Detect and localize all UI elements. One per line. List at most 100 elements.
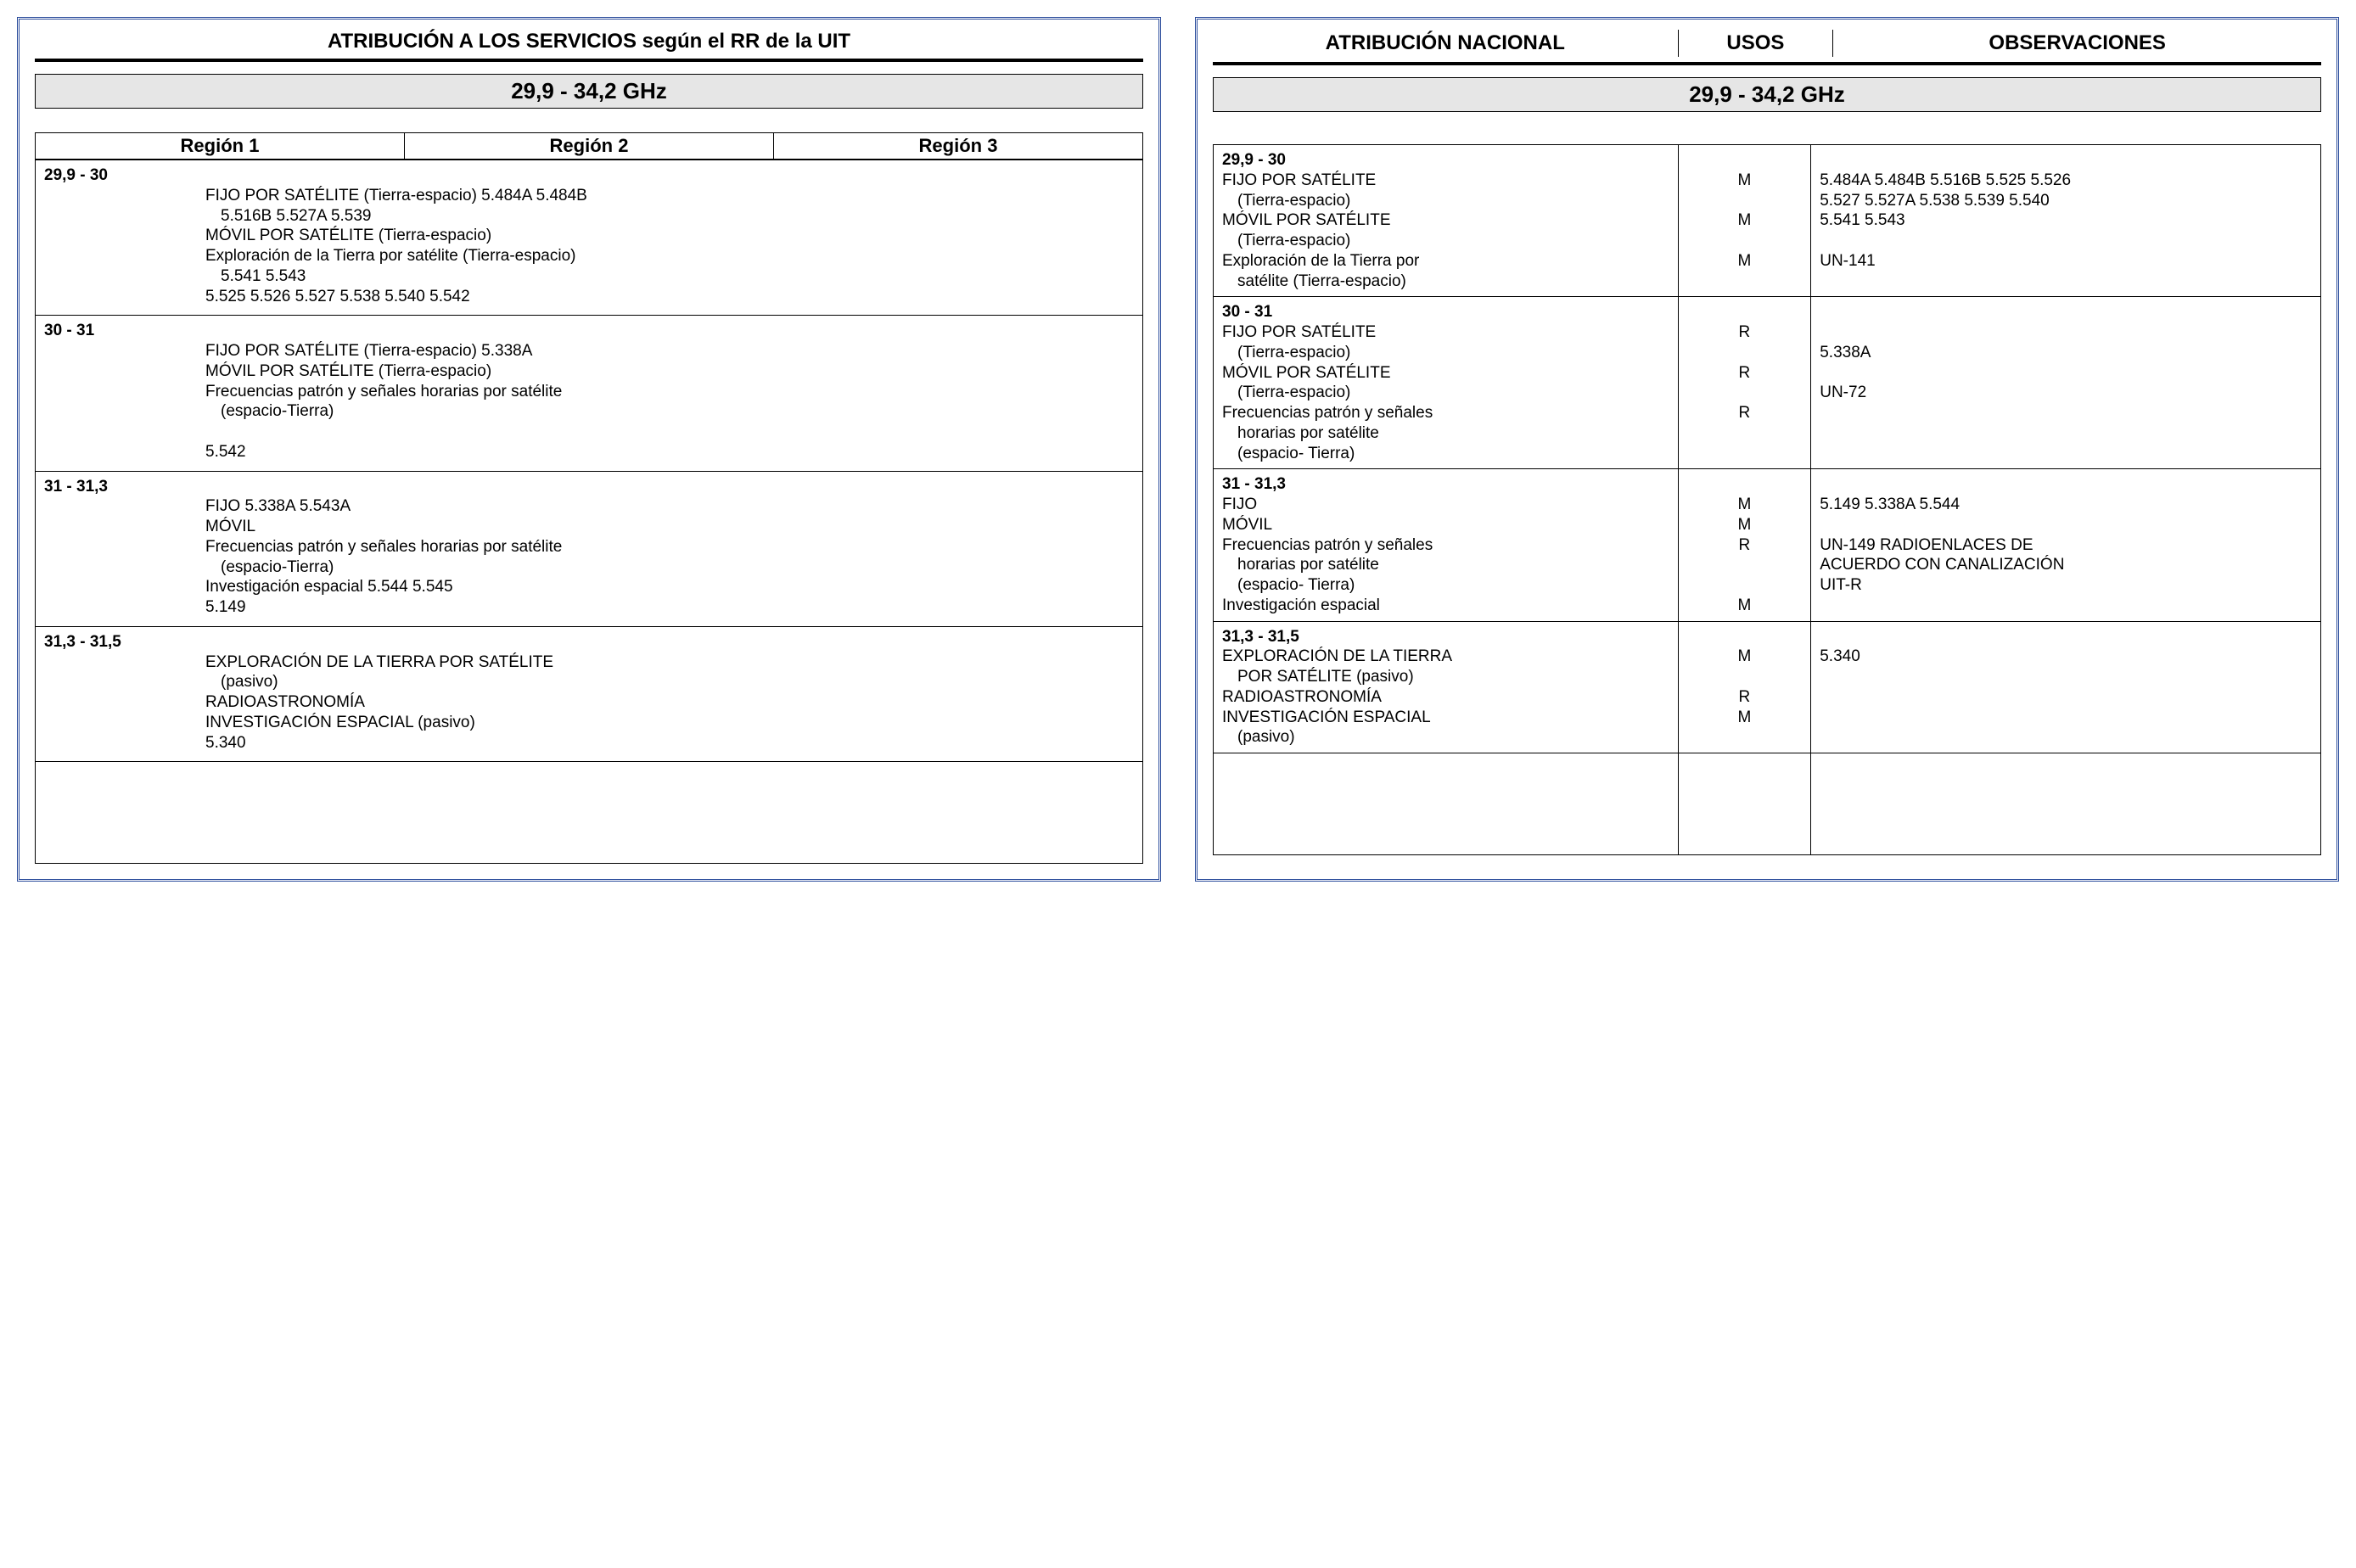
national-allocation-row: 31 - 31,3FIJOMÓVILFrecuencias patrón y s… <box>1213 469 2321 621</box>
national-obs-cell: 5.338A UN-72 <box>1811 297 2321 469</box>
region-col-2: Región 2 <box>405 133 774 160</box>
national-allocation-row: 30 - 31FIJO POR SATÉLITE(Tierra-espacio)… <box>1213 297 2321 469</box>
service-line: (espacio-Tierra) <box>205 557 1134 578</box>
obs-line: UIT-R <box>1820 575 2312 596</box>
national-panel: ATRIBUCIÓN NACIONAL USOS OBSERVACIONES 2… <box>1195 17 2339 882</box>
national-obs-cell: 5.340 <box>1811 622 2321 754</box>
service-line: 5.516B 5.527A 5.539 <box>205 206 1134 227</box>
obs-line <box>1820 515 2312 535</box>
uso-value: M <box>1687 251 1803 272</box>
uso-value: M <box>1687 596 1803 616</box>
freq-range: 30 - 31 <box>1222 302 1669 322</box>
service-line: Frecuencias patrón y señales horarias po… <box>205 382 1134 402</box>
service-line: MÓVIL POR SATÉLITE (Tierra-espacio) <box>205 226 1134 246</box>
obs-line: 5.340 <box>1820 647 2312 667</box>
national-band-title: 29,9 - 34,2 GHz <box>1213 77 2321 112</box>
region-col-3: Región 3 <box>774 133 1143 160</box>
service-line: FIJO <box>1222 495 1669 515</box>
itu-empty-row <box>36 762 1143 864</box>
national-obs-cell: 5.484A 5.484B 5.516B 5.525 5.5265.527 5.… <box>1811 144 2321 297</box>
national-header-col2: USOS <box>1679 30 1834 57</box>
national-services-cell: 30 - 31FIJO POR SATÉLITE(Tierra-espacio)… <box>1213 297 1679 469</box>
service-line: FIJO POR SATÉLITE(Tierra-espacio) <box>1222 171 1669 211</box>
obs-line: 5.338A <box>1820 343 2312 363</box>
obs-line: 5.527 5.527A 5.538 5.539 5.540 <box>1820 191 2312 211</box>
itu-band-title: 29,9 - 34,2 GHz <box>35 74 1143 109</box>
national-allocation-row: 31,3 - 31,5EXPLORACIÓN DE LA TIERRAPOR S… <box>1213 622 2321 754</box>
service-line: 5.340 <box>205 733 1134 753</box>
service-line: Exploración de la Tierra porsatélite (Ti… <box>1222 251 1669 292</box>
page: ATRIBUCIÓN A LOS SERVICIOS según el RR d… <box>17 17 2339 882</box>
uso-value: M <box>1687 495 1803 515</box>
service-line: MÓVIL POR SATÉLITE(Tierra-espacio) <box>1222 210 1669 251</box>
national-usos-cell: MMR M <box>1679 469 1812 621</box>
service-line: INVESTIGACIÓN ESPACIAL (pasivo) <box>205 713 1134 733</box>
obs-line <box>1820 363 2312 384</box>
uso-value: R <box>1687 363 1803 384</box>
obs-line: UN-72 <box>1820 383 2312 403</box>
itu-allocation-row: 31,3 - 31,5EXPLORACIÓN DE LA TIERRA POR … <box>36 626 1143 762</box>
service-block: FIJO POR SATÉLITE (Tierra-espacio) 5.484… <box>205 186 1134 307</box>
obs-line: UN-149 RADIOENLACES DE <box>1820 535 2312 556</box>
service-line: FIJO 5.338A 5.543A <box>205 496 1134 517</box>
itu-panel: ATRIBUCIÓN A LOS SERVICIOS según el RR d… <box>17 17 1161 882</box>
service-line: Investigación espacial 5.544 5.545 <box>205 577 1134 597</box>
obs-line: 5.484A 5.484B 5.516B 5.525 5.526 <box>1820 171 2312 191</box>
service-line: Frecuencias patrón y señaleshorarias por… <box>1222 403 1669 463</box>
service-line: FIJO POR SATÉLITE(Tierra-espacio) <box>1222 322 1669 363</box>
itu-allocation-row: 30 - 31FIJO POR SATÉLITE (Tierra-espacio… <box>36 316 1143 471</box>
uso-value: M <box>1687 647 1803 667</box>
itu-header-row: ATRIBUCIÓN A LOS SERVICIOS según el RR d… <box>35 30 1143 62</box>
service-line: MÓVIL POR SATÉLITE (Tierra-espacio) <box>205 361 1134 382</box>
service-line <box>205 422 1134 442</box>
freq-range: 31 - 31,3 <box>44 477 1134 497</box>
service-line: MÓVIL <box>205 517 1134 537</box>
uso-value: R <box>1687 535 1803 556</box>
freq-range: 31,3 - 31,5 <box>44 632 1134 652</box>
obs-line: ACUERDO CON CANALIZACIÓN <box>1820 555 2312 575</box>
freq-range: 31 - 31,3 <box>1222 474 1669 495</box>
service-line: 5.525 5.526 5.527 5.538 5.540 5.542 <box>205 287 1134 307</box>
national-usos-cell: R R R <box>1679 297 1812 469</box>
freq-range: 31,3 - 31,5 <box>1222 627 1669 647</box>
national-empty-row <box>1213 753 2321 855</box>
service-line: (espacio-Tierra) <box>205 401 1134 422</box>
service-line: EXPLORACIÓN DE LA TIERRA POR SATÉLITE <box>205 652 1134 673</box>
service-line: Investigación espacial <box>1222 596 1669 616</box>
national-header-col3: OBSERVACIONES <box>1833 30 2321 57</box>
service-line: Exploración de la Tierra por satélite (T… <box>205 246 1134 266</box>
national-header-col1: ATRIBUCIÓN NACIONAL <box>1213 30 1679 57</box>
uso-value: M <box>1687 708 1803 728</box>
service-line: 5.149 <box>205 597 1134 618</box>
service-line: MÓVIL POR SATÉLITE(Tierra-espacio) <box>1222 363 1669 404</box>
service-line: 5.541 5.543 <box>205 266 1134 287</box>
uso-value: R <box>1687 687 1803 708</box>
national-services-cell: 31,3 - 31,5EXPLORACIÓN DE LA TIERRAPOR S… <box>1213 622 1679 754</box>
service-line: MÓVIL <box>1222 515 1669 535</box>
national-allocation-table: 29,9 - 30FIJO POR SATÉLITE(Tierra-espaci… <box>1213 144 2321 855</box>
national-obs-cell: 5.149 5.338A 5.544 UN-149 RADIOENLACES D… <box>1811 469 2321 621</box>
service-line: FIJO POR SATÉLITE (Tierra-espacio) 5.338… <box>205 341 1134 361</box>
national-usos-cell: M M M <box>1679 144 1812 297</box>
uso-value: R <box>1687 403 1803 423</box>
itu-allocation-row: 29,9 - 30FIJO POR SATÉLITE (Tierra-espac… <box>36 160 1143 316</box>
service-line: EXPLORACIÓN DE LA TIERRAPOR SATÉLITE (pa… <box>1222 647 1669 687</box>
obs-line <box>1820 231 2312 251</box>
service-line: INVESTIGACIÓN ESPACIAL(pasivo) <box>1222 708 1669 748</box>
service-line: 5.542 <box>205 442 1134 462</box>
itu-header-title: ATRIBUCIÓN A LOS SERVICIOS según el RR d… <box>35 30 1143 53</box>
service-line: RADIOASTRONOMÍA <box>1222 687 1669 708</box>
obs-line: 5.149 5.338A 5.544 <box>1820 495 2312 515</box>
national-services-cell: 31 - 31,3FIJOMÓVILFrecuencias patrón y s… <box>1213 469 1679 621</box>
obs-line: UN-141 <box>1820 251 2312 272</box>
freq-range: 29,9 - 30 <box>1222 150 1669 171</box>
service-block: FIJO 5.338A 5.543AMÓVILFrecuencias patró… <box>205 496 1134 618</box>
service-block: EXPLORACIÓN DE LA TIERRA POR SATÉLITE(pa… <box>205 652 1134 753</box>
region-header: Región 1 Región 2 Región 3 <box>35 132 1143 160</box>
region-col-1: Región 1 <box>36 133 405 160</box>
national-allocation-row: 29,9 - 30FIJO POR SATÉLITE(Tierra-espaci… <box>1213 144 2321 297</box>
service-line: Frecuencias patrón y señaleshorarias por… <box>1222 535 1669 596</box>
uso-value: M <box>1687 210 1803 231</box>
obs-line: 5.541 5.543 <box>1820 210 2312 231</box>
itu-allocation-table: 29,9 - 30FIJO POR SATÉLITE (Tierra-espac… <box>35 160 1143 864</box>
